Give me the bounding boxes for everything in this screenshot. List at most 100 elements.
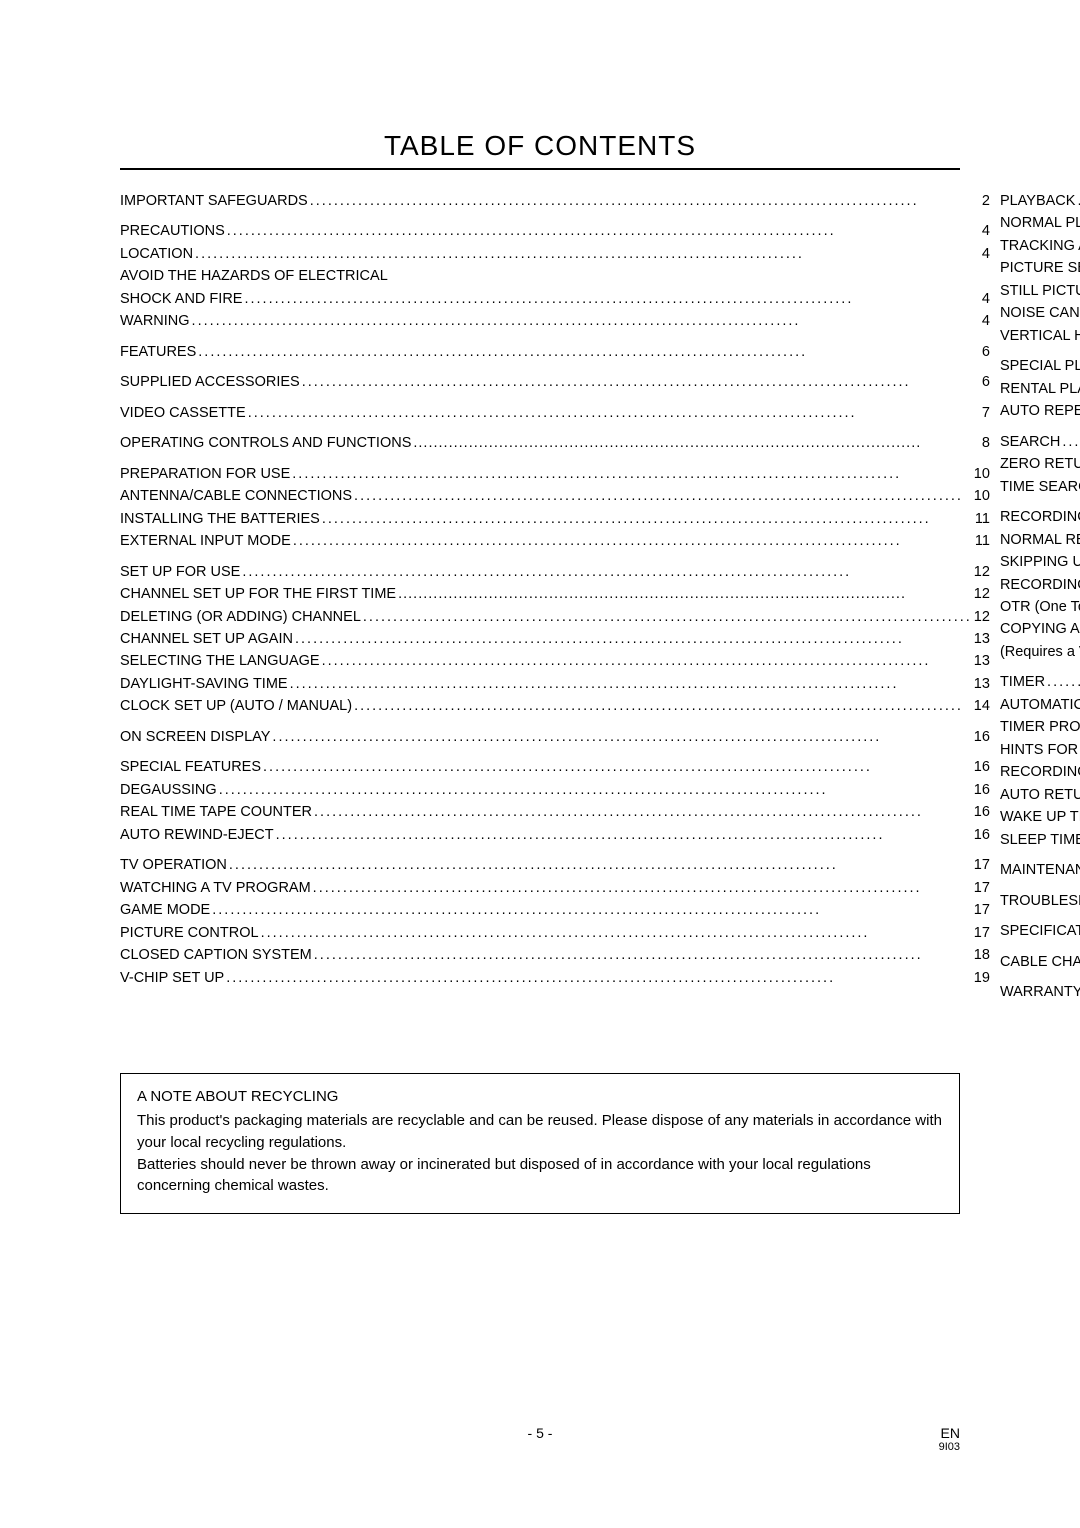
toc-dots	[312, 801, 974, 823]
toc-line: SPECIFICATIONS31	[1000, 920, 1080, 942]
toc-text: CLOCK SET UP (AUTO / MANUAL)	[120, 695, 352, 717]
toc-page: 4	[982, 310, 990, 332]
toc-dots	[291, 530, 975, 552]
note-title: A NOTE ABOUT RECYCLING	[137, 1086, 943, 1108]
toc-line: PREPARATION FOR USE 10	[120, 463, 990, 485]
toc-line: SELECTING THE LANGUAGE 13	[120, 650, 990, 672]
toc-line: CABLE CHANNEL DESIGNATIONS31	[1000, 951, 1080, 973]
toc-text: WARRANTY	[1000, 981, 1080, 1003]
toc-text: SELECTING THE LANGUAGE	[120, 650, 320, 672]
toc-text: COPYING A VIDEO CASSETTE	[1000, 618, 1080, 640]
toc-line: RECORDING28	[1000, 761, 1080, 783]
toc-dots	[411, 432, 981, 454]
toc-text: SUPPLIED ACCESSORIES	[120, 371, 300, 393]
toc-text: IMPORTANT SAFEGUARDS	[120, 190, 308, 212]
toc-line: EXTERNAL INPUT MODE11	[120, 530, 990, 552]
toc-text: AVOID THE HAZARDS OF ELECTRICAL	[120, 265, 388, 287]
toc-line: RECORDING24	[1000, 506, 1080, 528]
toc-text: ON SCREEN DISPLAY	[120, 726, 270, 748]
toc-line: AUTO RETURN28	[1000, 784, 1080, 806]
note-paragraph-1: This product's packaging materials are r…	[137, 1110, 943, 1154]
toc-text: AUTO RETURN	[1000, 784, 1080, 806]
toc-text: SLEEP TIMER	[1000, 829, 1080, 851]
toc-line: ZERO RETURN23	[1000, 453, 1080, 475]
toc-spacer	[120, 553, 990, 561]
toc-line: NOISE CANCEL (in the Still mode)21	[1000, 302, 1080, 324]
toc-line: WARRANTY32	[1000, 981, 1080, 1003]
toc-text: TROUBLESHOOTING GUIDE	[1000, 890, 1080, 912]
toc-text: CHANNEL SET UP AGAIN	[120, 628, 293, 650]
toc-dots	[300, 371, 982, 393]
toc-text: V-CHIP SET UP	[120, 967, 224, 989]
toc-spacer	[120, 846, 990, 854]
footer-code: 9I03	[939, 1441, 960, 1453]
toc-page: 11	[975, 508, 990, 530]
toc-dots	[352, 695, 974, 717]
toc-page: 16	[974, 756, 990, 778]
toc-text: WATCHING A TV PROGRAM	[120, 877, 311, 899]
toc-line: OPERATING CONTROLS AND FUNCTIONS8	[120, 432, 990, 454]
toc-text: PLAYBACK	[1000, 190, 1076, 212]
toc-text: ANTENNA/CABLE CONNECTIONS	[120, 485, 352, 507]
toc-text: OTR (One Touch Recording)	[1000, 596, 1080, 618]
toc-text: CHANNEL SET UP FOR THE FIRST TIME	[120, 583, 396, 605]
toc-line: DAYLIGHT-SAVING TIME 13	[120, 673, 990, 695]
toc-spacer	[1000, 423, 1080, 431]
toc-dots	[261, 756, 974, 778]
toc-text: SKIPPING UNWANTED SCENES DURING	[1000, 551, 1080, 573]
toc-page: 13	[974, 650, 990, 672]
toc-line: V-CHIP SET UP 19	[120, 967, 990, 989]
toc-dots	[312, 944, 974, 966]
toc-dots	[311, 877, 974, 899]
toc-text: NOISE CANCEL (in the Still mode)	[1000, 302, 1080, 324]
toc-line: PRECAUTIONS4	[120, 220, 990, 242]
toc-text: GAME MODE	[120, 899, 210, 921]
toc-line: WAKE UP TIMER28	[1000, 806, 1080, 828]
toc-text: WARNING	[120, 310, 190, 332]
toc-text: SPECIAL FEATURES	[120, 756, 261, 778]
toc-page: 10	[974, 485, 990, 507]
toc-text: DAYLIGHT-SAVING TIME	[120, 673, 288, 695]
toc-page: 6	[982, 341, 990, 363]
toc-page: 12	[974, 606, 990, 628]
toc-line: MAINTENANCE29	[1000, 859, 1080, 881]
toc-spacer	[120, 363, 990, 371]
toc-spacer	[1000, 943, 1080, 951]
toc-dots	[1075, 190, 1080, 212]
toc-line: NORMAL PLAYBACK21	[1000, 212, 1080, 234]
page-footer: - 5 - EN 9I03	[120, 1425, 960, 1453]
toc-line: (Requires a VCR or camcorder)25	[1000, 641, 1080, 663]
toc-dots	[1045, 671, 1080, 693]
toc-text: PICTURE CONTROL	[120, 922, 259, 944]
toc-text: PREPARATION FOR USE	[120, 463, 290, 485]
toc-dots	[224, 967, 974, 989]
toc-page: 19	[974, 967, 990, 989]
toc-line: INSTALLING THE BATTERIES11	[120, 508, 990, 530]
toc-line: OTR (One Touch Recording)25	[1000, 596, 1080, 618]
toc-dots	[217, 779, 974, 801]
toc-line: NORMAL RECORDING24	[1000, 529, 1080, 551]
toc-text: EXTERNAL INPUT MODE	[120, 530, 291, 552]
toc-spacer	[120, 212, 990, 220]
toc-columns: IMPORTANT SAFEGUARDS2PRECAUTIONS4LOCATIO…	[120, 190, 960, 1003]
toc-line: TV OPERATION17	[120, 854, 990, 876]
toc-page: 14	[974, 695, 990, 717]
toc-page: 4	[982, 220, 990, 242]
toc-spacer	[120, 748, 990, 756]
toc-page: 13	[974, 673, 990, 695]
toc-text: SPECIFICATIONS	[1000, 920, 1080, 942]
footer-page-number: - 5 -	[528, 1425, 553, 1441]
toc-page: 16	[974, 824, 990, 846]
toc-page: 10	[974, 463, 990, 485]
toc-text: STILL PICTURE	[1000, 280, 1080, 302]
toc-spacer	[120, 718, 990, 726]
toc-page: 18	[974, 944, 990, 966]
toc-spacer	[1000, 663, 1080, 671]
toc-line: VERTICAL HOLD CONTROL21	[1000, 325, 1080, 347]
toc-text: AUTO REWIND-EJECT	[120, 824, 274, 846]
toc-text: DELETING (OR ADDING) CHANNEL	[120, 606, 361, 628]
toc-dots	[190, 310, 982, 332]
toc-dots	[246, 402, 982, 424]
toc-dots	[320, 650, 974, 672]
toc-line: GAME MODE17	[120, 899, 990, 921]
